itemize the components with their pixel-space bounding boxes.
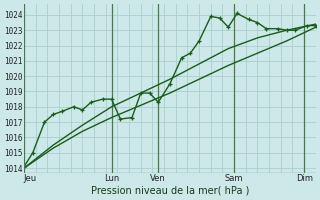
X-axis label: Pression niveau de la mer( hPa ): Pression niveau de la mer( hPa ) — [91, 186, 249, 196]
